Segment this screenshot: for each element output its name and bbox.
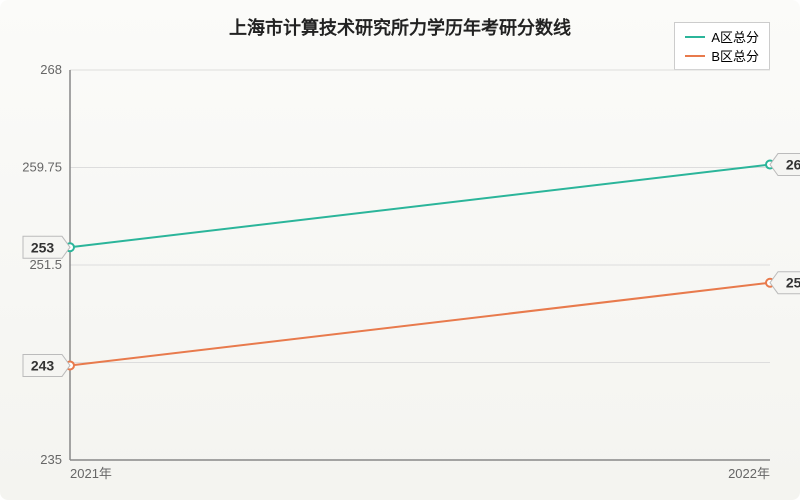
svg-text:250: 250 <box>786 275 800 291</box>
svg-text:260: 260 <box>786 157 800 173</box>
svg-text:251.5: 251.5 <box>29 257 62 272</box>
svg-text:243: 243 <box>31 357 55 373</box>
chart-container: 上海市计算技术研究所力学历年考研分数线 A区总分 B区总分 235243.252… <box>0 0 800 500</box>
chart-svg: 235243.25251.5259.752682021年2022年2532602… <box>0 0 800 500</box>
svg-text:235: 235 <box>40 452 62 467</box>
svg-text:268: 268 <box>40 62 62 77</box>
svg-text:2022年: 2022年 <box>728 466 770 481</box>
svg-text:2021年: 2021年 <box>70 466 112 481</box>
svg-text:259.75: 259.75 <box>22 160 62 175</box>
svg-text:253: 253 <box>31 239 55 255</box>
